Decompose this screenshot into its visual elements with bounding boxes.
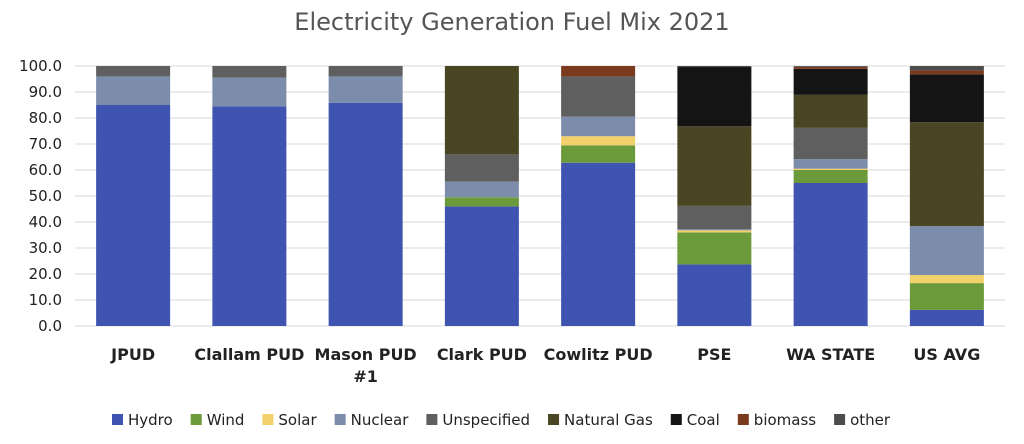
x-category-label: PSE xyxy=(697,345,731,364)
y-tick-label: 40.0 xyxy=(29,213,62,231)
y-tick-label: 60.0 xyxy=(29,161,62,179)
x-category-label: JPUD xyxy=(110,345,155,364)
legend: Hydro Wind Solar Nuclear Unspecified Natural … xyxy=(112,411,891,429)
bar-segment-nuclear xyxy=(444,181,519,198)
bar-segment-nuclear xyxy=(793,159,868,169)
y-tick-label: 80.0 xyxy=(29,109,62,127)
x-category-label: Cowlitz PUD xyxy=(544,345,653,364)
y-tick-label: 100.0 xyxy=(19,57,62,75)
bar-segment-nuclear xyxy=(909,226,984,276)
x-category-label: US AVG xyxy=(913,345,980,364)
bar-segment-biomass xyxy=(561,66,636,77)
legend-swatch xyxy=(426,414,438,425)
legend-swatch xyxy=(737,414,749,425)
bar-segment-wind xyxy=(793,170,868,183)
y-tick-label: 70.0 xyxy=(29,135,62,153)
x-axis: JPUD Clallam PUD Mason PUD #1 Clark PUD Cowli… xyxy=(110,345,980,386)
bar-segment-unspecified xyxy=(212,66,287,78)
bar-segment-hydro xyxy=(561,162,636,326)
bar-segment-solar xyxy=(677,230,752,233)
bar-segment-nuclear xyxy=(96,76,171,105)
bar-segment-unspecified xyxy=(677,205,752,230)
bar-segment-nuclear xyxy=(677,229,752,231)
legend-swatch xyxy=(548,414,560,425)
bar-segment-unspecified xyxy=(561,76,636,117)
bar-segment-solar xyxy=(561,136,636,146)
legend-swatch xyxy=(334,414,346,425)
legend-label: Wind xyxy=(207,411,245,429)
x-category-label: #1 xyxy=(353,367,378,386)
bar-segment-wind xyxy=(561,145,636,163)
legend-swatch xyxy=(670,414,682,425)
bar-segment-unspecified xyxy=(793,127,868,160)
bar-segment-coal xyxy=(793,68,868,95)
bar-segment-wind xyxy=(677,232,752,265)
bar-segment-solar xyxy=(793,168,868,170)
legend-label: Coal xyxy=(687,411,720,429)
bar-segment-nuclear xyxy=(328,76,403,103)
x-category-label: Mason PUD xyxy=(315,345,417,364)
bar-segment-natural-gas xyxy=(444,66,519,155)
bar-segment-biomass xyxy=(793,66,868,69)
x-category-label: Clallam PUD xyxy=(194,345,304,364)
y-tick-label: 30.0 xyxy=(29,239,62,257)
bar-segment-natural-gas xyxy=(793,94,868,128)
bar-segment-hydro xyxy=(677,264,752,326)
bar-segment-unspecified xyxy=(96,66,171,77)
y-tick-label: 90.0 xyxy=(29,83,62,101)
y-tick-label: 50.0 xyxy=(29,187,62,205)
bar-segment-coal xyxy=(909,74,984,123)
bar-segment-nuclear xyxy=(561,116,636,137)
bar-segment-hydro xyxy=(444,206,519,326)
bar-segment-unspecified xyxy=(444,154,519,182)
legend-label: Nuclear xyxy=(351,411,410,429)
bar-segment-coal xyxy=(677,67,752,127)
bars xyxy=(96,66,984,326)
bar-segment-other xyxy=(793,66,868,67)
legend-swatch xyxy=(262,414,274,425)
bar-segment-other xyxy=(677,66,752,68)
bar-segment-solar xyxy=(909,275,984,284)
y-tick-label: 10.0 xyxy=(29,291,62,309)
y-tick-label: 20.0 xyxy=(29,265,62,283)
chart-title: Electricity Generation Fuel Mix 2021 xyxy=(294,8,729,36)
bar-segment-wind xyxy=(909,283,984,310)
bar-segment-wind xyxy=(444,197,519,207)
bar-segment-hydro xyxy=(909,309,984,326)
legend-label: Hydro xyxy=(128,411,173,429)
bar-segment-hydro xyxy=(212,106,287,326)
bar-segment-natural-gas xyxy=(677,126,752,206)
legend-label: Solar xyxy=(278,411,317,429)
x-category-label: WA STATE xyxy=(786,345,875,364)
legend-label: biomass xyxy=(754,411,816,429)
bar-segment-unspecified xyxy=(328,66,403,77)
legend-label: Natural Gas xyxy=(564,411,653,429)
y-axis: 0.0 10.0 20.0 30.0 40.0 50.0 60.0 70.0 80.0 90.0 1… xyxy=(19,57,62,335)
legend-label: Unspecified xyxy=(442,411,530,429)
legend-swatch xyxy=(190,414,202,425)
bar-segment-hydro xyxy=(328,102,403,326)
bar-segment-biomass xyxy=(909,70,984,75)
bar-segment-hydro xyxy=(96,105,171,326)
legend-swatch xyxy=(834,414,846,425)
bar-segment-other xyxy=(909,66,984,71)
bar-segment-hydro xyxy=(793,183,868,326)
bar-segment-natural-gas xyxy=(909,122,984,227)
y-tick-label: 0.0 xyxy=(38,317,62,335)
legend-swatch xyxy=(112,414,123,425)
legend-label: other xyxy=(850,411,891,429)
bar-segment-nuclear xyxy=(212,77,287,107)
x-category-label: Clark PUD xyxy=(437,345,527,364)
